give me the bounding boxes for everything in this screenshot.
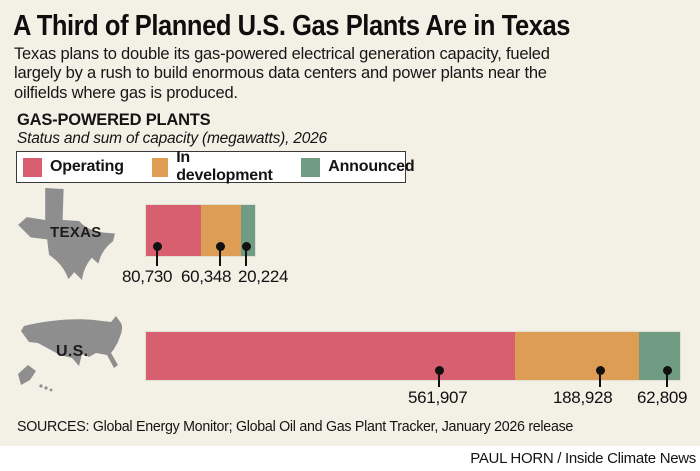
legend-label: In development <box>176 149 273 184</box>
legend-label: Announced <box>328 158 415 175</box>
leader-line <box>156 246 158 266</box>
leader-line <box>599 370 601 387</box>
credit-line: PAUL HORN / Inside Climate News <box>470 450 696 467</box>
in-development-swatch-icon <box>151 157 169 177</box>
announced-swatch-icon <box>301 157 321 177</box>
leader-line <box>666 370 668 387</box>
page-title: A Third of Planned U.S. Gas Plants Are i… <box>13 10 570 42</box>
us-operating-value: 561,907 <box>408 388 468 407</box>
credit-strip: PAUL HORN / Inside Climate News <box>0 446 700 471</box>
us-operating-segment <box>146 332 515 380</box>
us-in-development-value: 188,928 <box>553 388 613 407</box>
legend-label: Operating <box>50 158 124 175</box>
sources-line: SOURCES: Global Energy Monitor; Global O… <box>17 418 574 435</box>
texas-map-label: TEXAS <box>50 224 102 241</box>
page-subtitle: Texas plans to double its gas-powered el… <box>14 45 550 102</box>
legend-item-in-development: In development <box>151 149 275 185</box>
us-map-label: U.S. <box>56 343 89 360</box>
texas-announced-value: 20,224 <box>238 267 289 286</box>
us-announced-segment <box>638 332 680 380</box>
legend: Operating In development Announced <box>16 149 415 185</box>
legend-item-operating: Operating <box>23 157 124 177</box>
leader-line <box>438 370 440 387</box>
us-in-development-segment <box>514 332 639 380</box>
leader-line <box>245 246 247 266</box>
texas-operating-value: 80,730 <box>122 267 173 286</box>
legend-item-announced: Announced <box>301 157 415 177</box>
leader-line <box>219 246 221 266</box>
texas-stacked-bar <box>146 205 255 256</box>
texas-map-icon <box>18 188 115 281</box>
texas-in-development-value: 60,348 <box>181 267 232 286</box>
operating-swatch-icon <box>23 157 42 177</box>
us-announced-value: 62,809 <box>637 388 688 407</box>
chart-subheading: Status and sum of capacity (megawatts), … <box>17 130 327 147</box>
chart-heading: GAS-POWERED PLANTS <box>17 111 211 129</box>
us-map-icon <box>18 316 123 392</box>
us-stacked-bar <box>146 332 680 380</box>
